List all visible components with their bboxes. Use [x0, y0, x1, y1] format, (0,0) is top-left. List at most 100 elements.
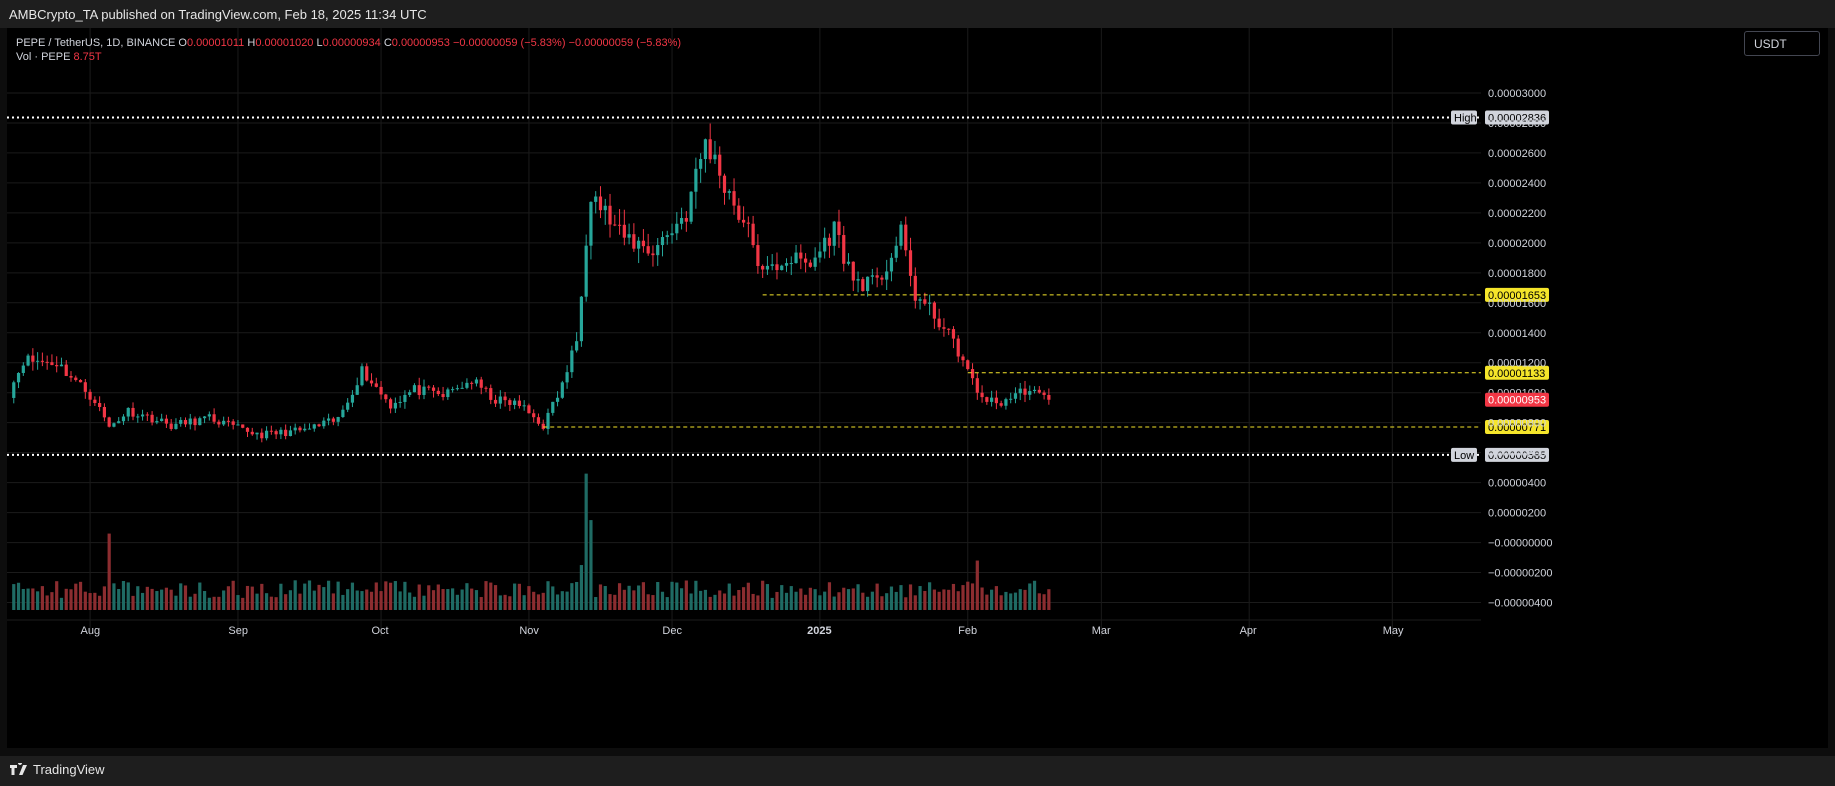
candle[interactable]: [36, 360, 40, 362]
candle[interactable]: [408, 392, 412, 395]
candle[interactable]: [966, 360, 970, 370]
candle[interactable]: [389, 399, 393, 409]
candle[interactable]: [732, 191, 736, 206]
candle[interactable]: [21, 365, 25, 373]
candle[interactable]: [880, 277, 884, 280]
candle[interactable]: [40, 360, 44, 362]
candle[interactable]: [102, 406, 106, 418]
candle[interactable]: [136, 416, 140, 418]
candle[interactable]: [1004, 399, 1008, 406]
candle[interactable]: [522, 405, 526, 407]
candle[interactable]: [794, 252, 798, 264]
candle[interactable]: [131, 407, 135, 417]
candle[interactable]: [555, 397, 560, 402]
candle[interactable]: [866, 276, 870, 292]
candle[interactable]: [498, 396, 502, 404]
candle[interactable]: [560, 382, 564, 398]
candle[interactable]: [799, 252, 803, 259]
candle[interactable]: [45, 361, 49, 363]
candle[interactable]: [222, 420, 226, 425]
candle[interactable]: [59, 364, 64, 367]
candle[interactable]: [675, 223, 679, 234]
candle[interactable]: [1032, 389, 1037, 392]
candle[interactable]: [160, 418, 164, 422]
candle[interactable]: [360, 366, 364, 386]
candle[interactable]: [632, 234, 636, 249]
candle[interactable]: [827, 237, 832, 246]
candle[interactable]: [947, 328, 951, 330]
candle[interactable]: [55, 365, 59, 367]
candle[interactable]: [441, 394, 445, 398]
candle[interactable]: [365, 366, 369, 381]
candle[interactable]: [646, 246, 650, 254]
candle[interactable]: [761, 265, 765, 270]
candle[interactable]: [260, 432, 264, 439]
candle[interactable]: [470, 382, 474, 384]
candle[interactable]: [622, 224, 626, 238]
candle[interactable]: [842, 235, 846, 264]
candle[interactable]: [31, 355, 35, 362]
candle[interactable]: [665, 235, 669, 238]
candle[interactable]: [369, 380, 374, 384]
candle[interactable]: [279, 429, 283, 435]
candle[interactable]: [541, 423, 545, 429]
candle[interactable]: [765, 265, 770, 270]
candle[interactable]: [16, 372, 21, 383]
candle[interactable]: [188, 418, 192, 425]
candle[interactable]: [455, 388, 459, 390]
candle[interactable]: [656, 245, 660, 256]
candle[interactable]: [870, 275, 874, 277]
candle[interactable]: [293, 427, 297, 431]
candle[interactable]: [894, 245, 898, 258]
candle[interactable]: [331, 418, 335, 422]
candle[interactable]: [155, 421, 159, 423]
candle[interactable]: [245, 427, 250, 432]
candle[interactable]: [503, 396, 507, 401]
candle[interactable]: [88, 391, 92, 400]
candle[interactable]: [493, 399, 498, 404]
candle[interactable]: [670, 233, 674, 236]
candle[interactable]: [451, 389, 455, 391]
candle[interactable]: [484, 387, 488, 389]
candle[interactable]: [608, 205, 612, 225]
candle[interactable]: [322, 420, 326, 427]
candle[interactable]: [513, 400, 517, 405]
candle[interactable]: [174, 423, 178, 429]
candle[interactable]: [312, 424, 316, 429]
candle[interactable]: [813, 257, 817, 267]
candle[interactable]: [436, 390, 440, 395]
candle[interactable]: [307, 428, 312, 430]
candle[interactable]: [78, 380, 83, 383]
candle[interactable]: [303, 428, 307, 431]
chart-frame[interactable]: [7, 28, 1828, 748]
candle[interactable]: [126, 407, 130, 417]
candle[interactable]: [741, 219, 746, 223]
candle[interactable]: [861, 279, 865, 292]
candle[interactable]: [942, 327, 946, 329]
candle[interactable]: [1028, 391, 1032, 395]
candle[interactable]: [1047, 394, 1051, 400]
candle[interactable]: [679, 218, 684, 224]
candle[interactable]: [718, 154, 722, 176]
candle[interactable]: [98, 403, 102, 407]
candle[interactable]: [951, 329, 956, 339]
candle[interactable]: [751, 223, 755, 246]
candle[interactable]: [1042, 392, 1046, 395]
candle[interactable]: [856, 279, 860, 281]
candle[interactable]: [889, 257, 894, 272]
candle[interactable]: [617, 224, 622, 226]
candle[interactable]: [183, 419, 188, 425]
candle[interactable]: [93, 399, 97, 404]
candle[interactable]: [837, 221, 841, 236]
candle[interactable]: [627, 234, 631, 238]
candle[interactable]: [145, 414, 149, 416]
candle[interactable]: [164, 418, 169, 424]
candle[interactable]: [150, 414, 154, 423]
candle[interactable]: [851, 261, 855, 281]
candle[interactable]: [236, 424, 240, 426]
candle[interactable]: [117, 421, 121, 424]
candle[interactable]: [551, 401, 555, 413]
candle[interactable]: [637, 240, 641, 249]
candle[interactable]: [684, 218, 688, 222]
